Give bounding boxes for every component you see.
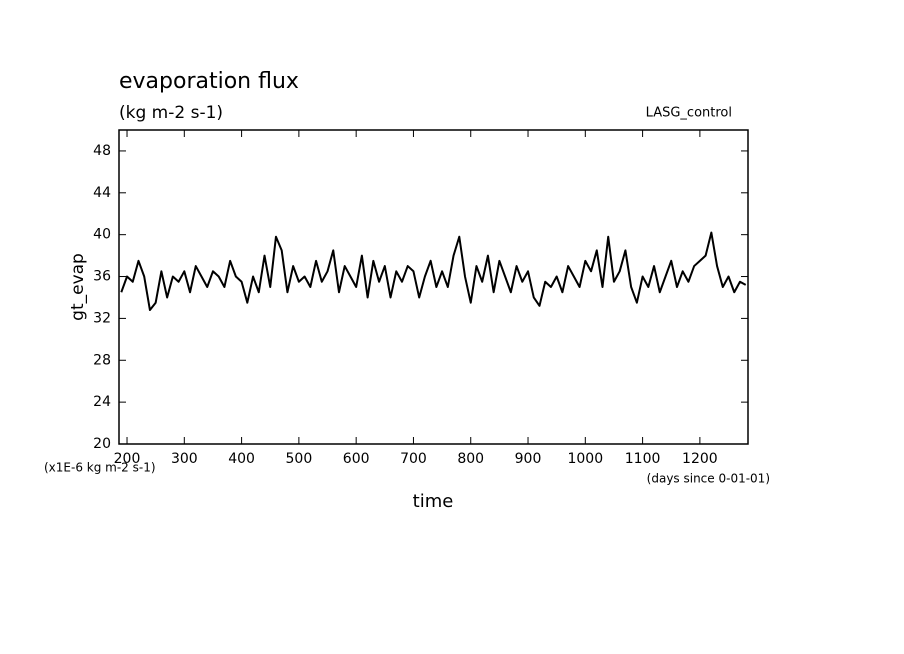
y-tick-label: 28 [93,352,111,368]
x-tick-label: 1200 [682,451,718,467]
chart-subtitle: (kg m-2 s-1) [119,103,223,123]
annotation: LASG_control [646,106,732,121]
x-tick-label: 800 [457,451,484,467]
data-line [120,231,747,312]
chart-title: evaporation flux [119,69,299,94]
x-tick-label: 400 [228,451,255,467]
x-tick-label: 200 [114,451,141,467]
y-tick-label: 40 [93,227,111,243]
x-tick-label: 300 [171,451,198,467]
y-tick-label: 36 [93,269,111,285]
x-tick-label: 700 [400,451,427,467]
y-tick-label: 20 [93,436,111,452]
x-tick-label: 900 [515,451,542,467]
y-tick-label: 32 [93,310,111,326]
y-tick-label: 24 [93,394,111,410]
y-tick-label: 48 [93,143,111,159]
y-units: (x1E-6 kg m-2 s-1) [44,461,156,475]
y-tick-label: 44 [93,185,111,201]
x-units: (days since 0-01-01) [647,472,770,486]
x-tick-label: 600 [343,451,370,467]
y-axis-label: gt_evap [68,253,88,321]
x-tick-label: 1100 [625,451,661,467]
x-tick-label: 1000 [567,451,603,467]
x-tick-label: 500 [286,451,313,467]
x-axis-label: time [413,491,454,512]
plot-frame [118,129,749,445]
